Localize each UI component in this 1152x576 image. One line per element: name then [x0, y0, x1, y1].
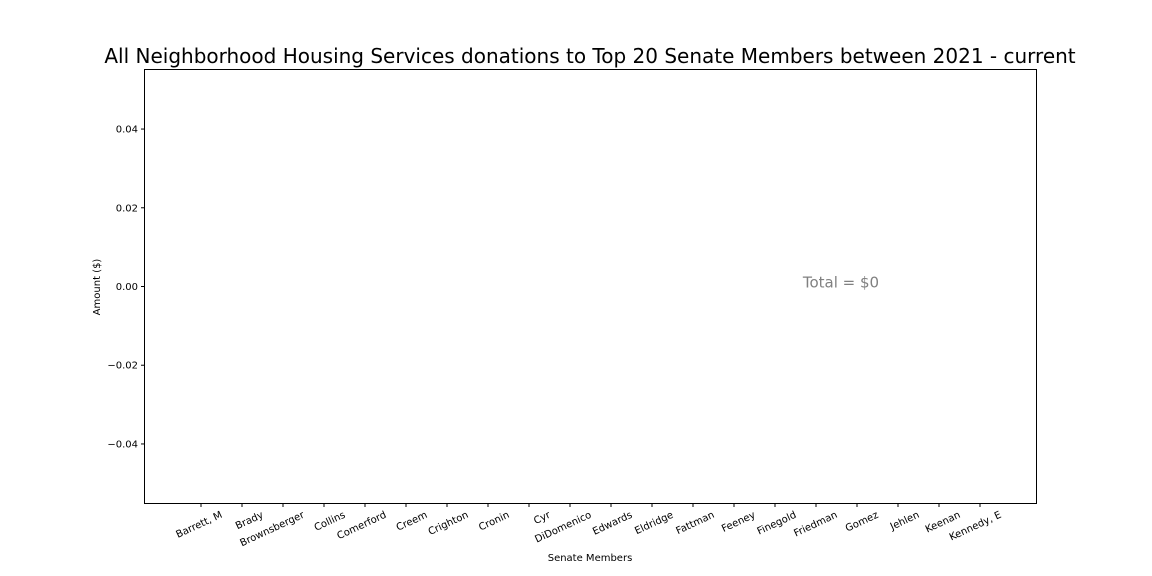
- total-annotation: Total = $0: [802, 274, 879, 292]
- x-tick-label: Barrett, M: [174, 510, 224, 541]
- x-tick-label: Creem: [395, 510, 429, 534]
- x-tick-label: Cyr: [532, 509, 553, 527]
- x-tick-label: Edwards: [591, 510, 634, 538]
- x-tick-label: Cronin: [477, 510, 511, 534]
- x-tick-label: Fattman: [674, 510, 716, 537]
- x-tick-label: Jehlen: [888, 510, 921, 533]
- y-tick-label: 0.04: [116, 125, 138, 136]
- x-tick-label: Gomez: [844, 510, 880, 535]
- x-tick-label: Friedman: [792, 510, 839, 540]
- x-tick-label: Feeney: [720, 510, 757, 535]
- x-axis-label: Senate Members: [548, 553, 633, 564]
- y-tick-label: −0.04: [107, 439, 138, 450]
- y-axis-ticks: −0.04 −0.02 0.00 0.02 0.04: [107, 125, 145, 450]
- x-tick-label: Eldridge: [633, 510, 675, 537]
- x-tick-label: Finegold: [756, 510, 799, 538]
- x-tick-label: Crighton: [427, 510, 471, 538]
- y-tick-label: −0.02: [107, 361, 138, 372]
- y-tick-label: 0.00: [116, 282, 138, 293]
- y-tick-label: 0.02: [116, 203, 138, 214]
- chart-title: All Neighborhood Housing Services donati…: [104, 44, 1075, 68]
- plot-area-frame: [144, 69, 1037, 504]
- y-axis-label: Amount ($): [92, 259, 103, 316]
